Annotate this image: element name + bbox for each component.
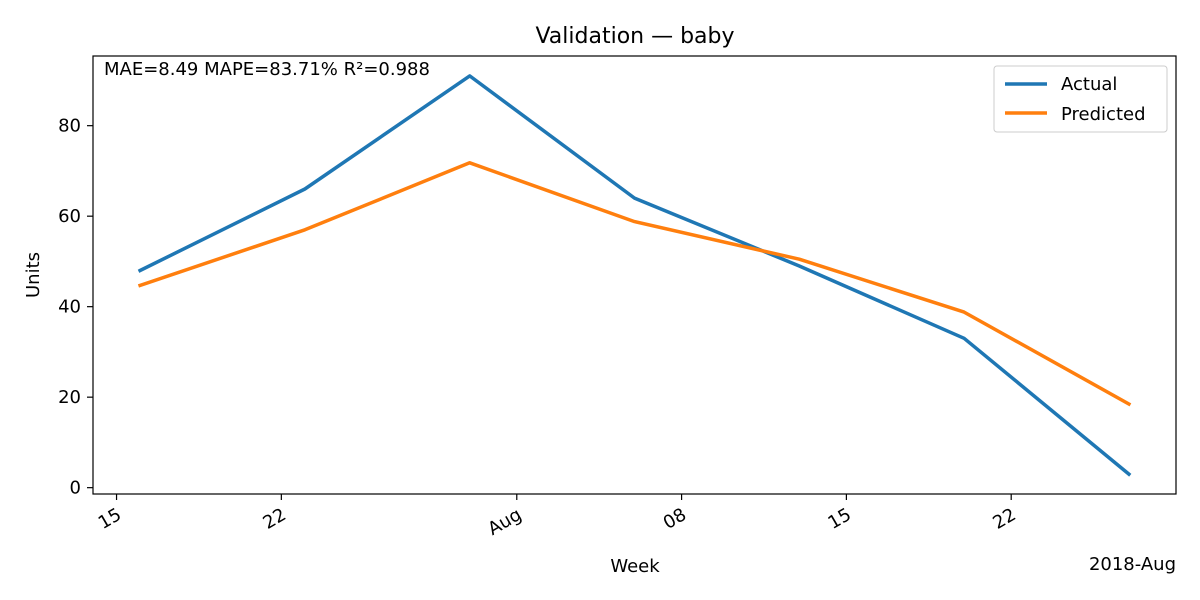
plot-area-frame <box>92 55 1177 495</box>
x-axis-ticks: 15 22 Aug 08 15 22 <box>95 494 1020 540</box>
x-axis-offset-label: 2018-Aug <box>1089 554 1176 575</box>
y-tick-label: 80 <box>58 116 81 137</box>
x-tick-label: 22 <box>260 504 290 534</box>
y-tick-label: 20 <box>58 387 81 408</box>
y-tick-label: 40 <box>58 297 81 318</box>
legend: Actual Predicted <box>993 65 1168 133</box>
metrics-annotation: MAE=8.49 MAPE=83.71% R²=0.988 <box>104 59 430 80</box>
series-line-predicted <box>137 161 1132 407</box>
y-tick-label: 0 <box>70 478 81 499</box>
x-tick-label: 08 <box>660 504 690 534</box>
legend-label-actual: Actual <box>1061 74 1117 95</box>
y-tick-label: 60 <box>58 206 81 227</box>
y-axis-ticks: 0 20 40 60 80 <box>58 116 93 499</box>
chart-title: Validation — baby <box>535 24 734 49</box>
series-lines <box>137 74 1132 477</box>
x-tick-label: 15 <box>825 504 855 534</box>
x-tick-label: 22 <box>989 504 1019 534</box>
x-tick-label: 15 <box>95 504 125 534</box>
y-axis-label: Units <box>23 252 44 298</box>
x-axis-label: Week <box>610 556 660 577</box>
legend-label-predicted: Predicted <box>1061 104 1146 125</box>
series-line-actual <box>137 74 1132 477</box>
x-tick-label: Aug <box>484 504 525 540</box>
